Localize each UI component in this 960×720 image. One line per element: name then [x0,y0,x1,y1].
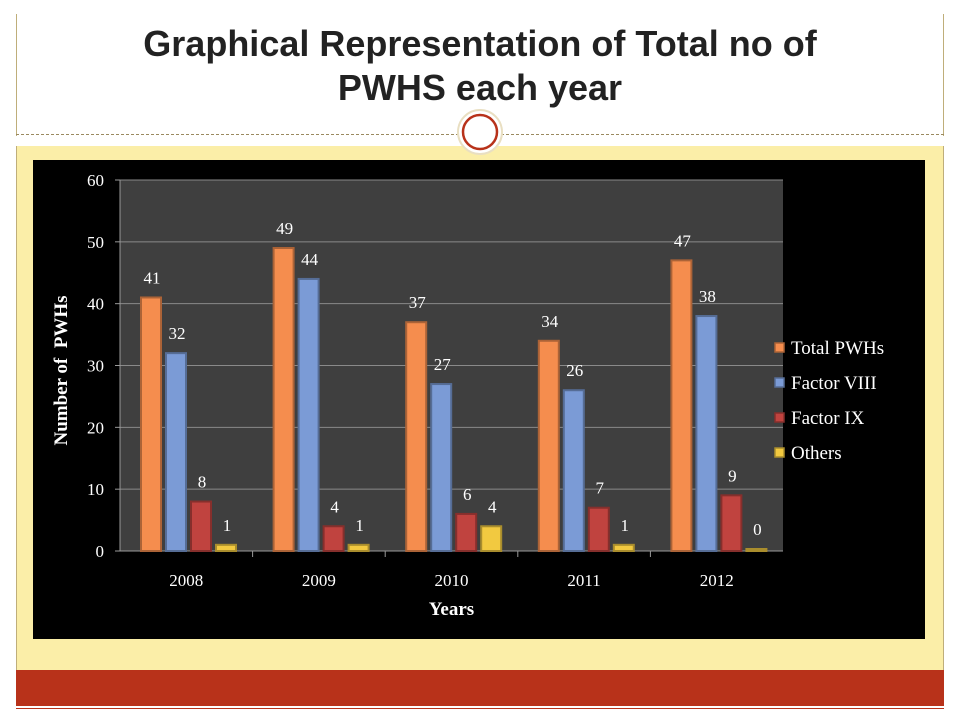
data-label: 4 [330,497,339,516]
y-tick-label: 0 [96,542,105,561]
legend-swatch [774,412,785,423]
slide-frame-top [16,14,944,136]
bar [670,259,693,552]
bar [297,277,320,553]
bar [587,506,610,553]
slide-title-line2: PWHS each year [337,67,623,108]
data-label: 4 [488,497,497,516]
data-label: 6 [463,485,472,504]
chart-container: 0 10 20 30 40 50 60 2008 41 32 8 1 2009 49 44 4 1 2010 37 2… [33,160,925,639]
data-label: 0 [753,520,762,539]
x-tick-label: 2012 [700,571,734,590]
bar [215,543,237,553]
data-label: 49 [276,219,293,238]
data-label: 8 [198,473,207,492]
slide-title-line1: Graphical Representation of Total no of [143,23,817,64]
y-tick-label: 60 [87,171,104,190]
y-tick-label: 20 [87,418,104,437]
bar [322,525,345,552]
x-tick-label: 2009 [302,571,336,590]
x-tick-label: 2011 [567,571,600,590]
bar [720,494,743,553]
data-label: 1 [621,516,630,535]
data-label: 34 [541,312,559,331]
data-label: 41 [144,268,161,287]
bar [612,543,635,553]
data-label: 47 [674,231,692,250]
legend-swatch [774,342,785,353]
data-label: 26 [566,361,583,380]
legend-label: Factor IX [791,408,865,429]
bar [480,525,503,552]
bar [140,296,162,552]
bar [562,389,585,552]
data-label: 9 [728,466,737,485]
circle-ornament-icon [457,109,503,155]
data-label: 1 [355,516,364,535]
data-label: 38 [699,287,716,306]
legend-label: Total PWHs [791,338,884,359]
bar [455,512,478,552]
y-tick-label: 50 [87,233,104,252]
footer-accent-line [16,708,944,709]
x-tick-label: 2010 [435,571,469,590]
legend-swatch [774,377,785,388]
data-label: 32 [169,324,186,343]
bar [272,247,295,553]
bar [745,548,768,552]
bar [347,543,370,553]
bar-chart: 0102030405060200841328120094944412010372… [51,171,884,620]
footer-accent-bar [16,670,944,706]
y-tick-label: 40 [87,295,104,314]
legend-label: Others [791,443,842,464]
x-axis-title: Years [429,599,474,620]
bar [190,500,212,552]
data-label: 27 [434,355,452,374]
data-label: 44 [301,250,319,269]
legend-label: Factor VIII [791,373,877,394]
bar [165,352,187,552]
bar [430,383,453,552]
y-tick-label: 10 [87,480,104,499]
data-label: 7 [596,479,605,498]
data-label: 37 [409,293,427,312]
data-label: 1 [223,516,232,535]
legend-swatch [774,447,785,458]
bar [537,339,560,552]
bar [405,321,428,552]
y-tick-label: 30 [87,357,104,376]
slide-title: Graphical Representation of Total no of … [40,22,920,110]
x-tick-label: 2008 [169,571,203,590]
y-axis-title: Number of PWHs [51,295,72,445]
bar [695,315,718,552]
